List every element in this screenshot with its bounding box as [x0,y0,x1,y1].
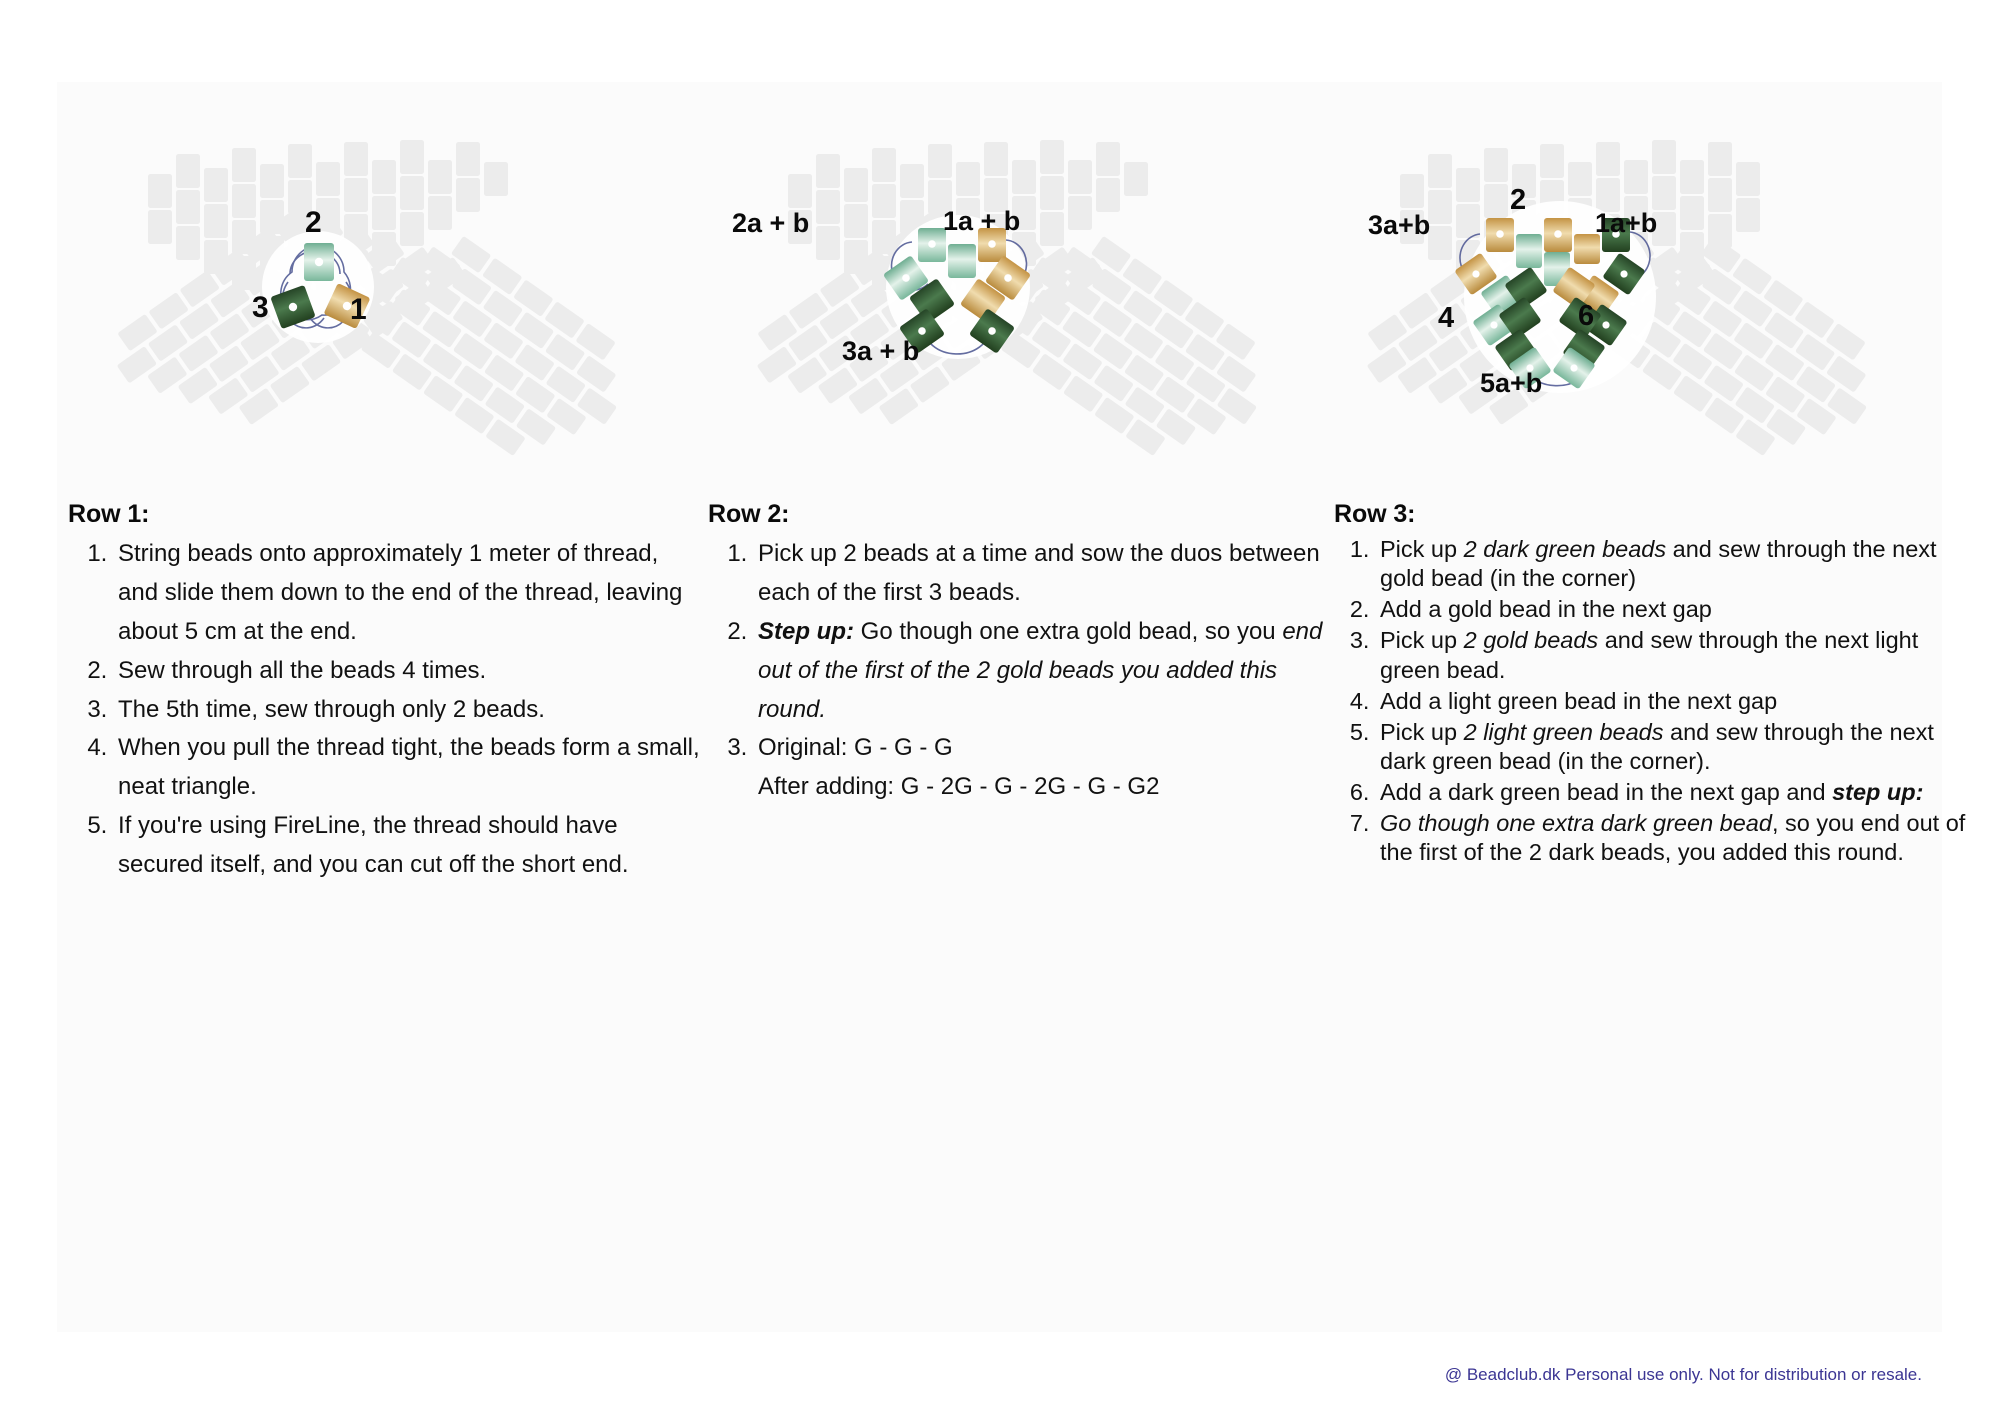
active-bead-2b-light-green [948,244,976,278]
active-bead-2-light-green [304,243,334,281]
step-post: , so you end out of the first of the 2 d… [1380,810,1966,866]
row-1-instructions: Row 1: String beads onto approximately 1… [60,500,700,885]
active-bead-3-dark-green [271,285,315,329]
bead-group-label-1a-b: 1a + b [943,206,1021,236]
step-text: Go though one extra gold bead, so you [854,617,1283,645]
row-2-heading: Row 2: [708,500,790,528]
ghost-beads-top [788,140,1148,322]
active-bead-light-green-left [884,256,928,300]
list-item: Original: G - G - G After adding: G - 2G… [754,729,1340,807]
step-pre: Add a gold bead in the next gap [1380,596,1712,623]
list-item: If you're using FireLine, the thread sho… [114,807,700,885]
row-1-step-list: String beads onto approximately 1 meter … [60,535,700,885]
active-bead-1-gold [324,283,370,329]
bead-number-6: 6 [1578,300,1595,332]
active-bead-5a-light-green [1509,347,1551,389]
bead-group-label-1a-b: 1a+b [1595,208,1658,238]
column-row-2: 2a + b 1a + b 3a + b Row 2: Pick up 2 be… [700,82,1340,1332]
list-item: Add a gold bead in the next gap [1376,595,1970,624]
step-italic-lead: Go though one extra dark green bead [1380,810,1772,837]
list-item: Pick up 2 dark green beads and sew throu… [1376,535,1970,593]
bead-number-2: 2 [305,206,322,239]
active-bead-1a-gold [978,228,1006,262]
list-item: The 5th time, sew through only 2 beads. [114,691,700,730]
active-bead-light-green-t1 [1516,234,1542,268]
list-item: Pick up 2 beads at a time and sow the du… [754,535,1340,613]
step-post: and sew through the next dark green bead… [1380,718,1934,774]
step-text: Pick up 2 beads at a time and sow the du… [758,540,1320,606]
list-item: Pick up 2 gold beads and sew through the… [1376,626,1970,684]
bead-group-label-5a-b: 5a+b [1480,368,1543,398]
row-3-heading: Row 3: [1334,500,1416,528]
active-bead-dg-l1 [1505,267,1547,309]
row-3-diagram: 2 3a+b 1a+b 4 6 5a+b [1330,82,1970,602]
copyright-footer: @ Beadclub.dk Personal use only. Not for… [1444,1365,1922,1384]
bead-number-3: 3 [252,291,269,324]
row-1-heading: Row 1: [68,500,150,528]
active-bead-1b-gold [986,256,1030,300]
row-2-diagram: 2a + b 1a + b 3a + b [700,82,1340,602]
step-text-after-adding: After adding: G - 2G - G - 2G - G - G2 [758,773,1160,801]
active-bead-3b-dark-green [900,309,944,353]
step-pre: Pick up [1380,718,1464,745]
column-row-1: 2 3 1 Row 1: String beads onto approxima… [60,82,700,1332]
step-italic: 2 gold beads [1463,627,1599,654]
list-item: String beads onto approximately 1 meter … [114,535,700,652]
active-bead-dg-r2 [1559,297,1601,339]
step-italic-tail: end out of the first of the 2 gold beads… [758,617,1323,723]
active-bead-3b-gold [1455,253,1497,295]
active-bead-dark-green-right [970,309,1014,353]
active-bead-2a-light-green [918,228,946,262]
bead-number-1: 1 [350,293,367,326]
active-bead-5b-light-green [1553,347,1595,389]
active-bead-2-gold [1544,218,1572,252]
row-2-step-list: Pick up 2 beads at a time and sow the du… [700,535,1340,807]
column-row-3: 2 3a+b 1a+b 4 6 5a+b Row 3: Pick up 2 da… [1330,82,1970,1332]
step-italic: 2 light green beads [1463,718,1664,745]
bead-group-label-3a-b: 3a + b [842,336,920,366]
bead-number-2: 2 [1510,184,1527,216]
step-pre: Add a dark green bead in the next gap an… [1380,779,1833,805]
list-item: Step up: Go though one extra gold bead, … [754,613,1340,730]
active-bead-gold-r2 [1553,267,1595,309]
list-item: Sew through all the beads 4 times. [114,652,700,691]
active-bead-gold-t3 [1574,234,1600,264]
step-pre: Pick up [1380,627,1464,654]
list-item: When you pull the thread tight, the bead… [114,729,700,807]
active-bead-3a-gold [1486,218,1514,252]
step-post: and sew through the next gold bead (in t… [1380,536,1937,592]
bead-number-4: 4 [1438,302,1455,334]
row-3-instructions: Row 3: Pick up 2 dark green beads and se… [1330,500,1970,869]
active-bead-gold-lower [961,279,1005,323]
bead-group-label-3a-b: 3a+b [1368,210,1431,240]
step-italic: 2 dark green beads [1463,536,1667,562]
list-item: Add a light green bead in the next gap [1376,687,1970,716]
active-bead-1a-dark-green [1602,218,1630,252]
active-bead-1b-dark-green [1603,253,1645,295]
list-item: Go though one extra dark green bead, so … [1376,809,1970,867]
step-pre: Add a light green bead in the next gap [1380,687,1778,714]
list-item: Pick up 2 light green beads and sew thro… [1376,718,1970,776]
bead-group-label-2a-b: 2a + b [732,208,810,238]
active-bead-dg-l2 [1499,297,1541,339]
list-item: Add a dark green bead in the next gap an… [1376,778,1970,807]
step-bolditalic-step-up: step up: [1832,779,1924,805]
row-1-diagram: 2 3 1 [60,82,700,602]
step-post: and sew through the next light green bea… [1380,627,1919,683]
active-bead-3a-dark-green [910,279,954,323]
step-text-original: Original: G - G - G [758,734,953,762]
step-pre: Pick up [1380,536,1464,562]
step-lead-step-up: Step up: [758,617,854,645]
row-2-instructions: Row 2: Pick up 2 beads at a time and sow… [700,500,1340,807]
row-3-step-list: Pick up 2 dark green beads and sew throu… [1330,535,1970,867]
